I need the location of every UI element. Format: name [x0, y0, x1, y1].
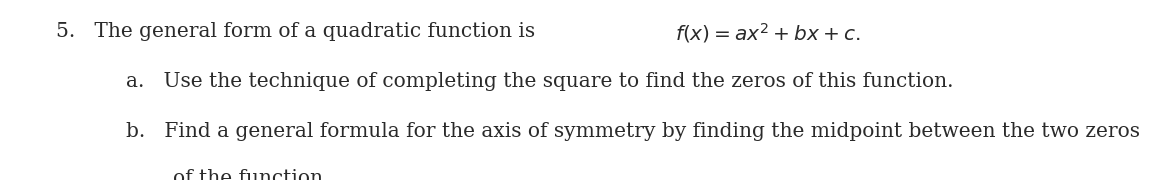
Text: $f(x) = ax^2 + bx + c.$: $f(x) = ax^2 + bx + c.$ [675, 22, 861, 46]
Text: b.   Find a general formula for the axis of symmetry by finding the midpoint bet: b. Find a general formula for the axis o… [126, 122, 1141, 141]
Text: a.   Use the technique of completing the square to find the zeros of this functi: a. Use the technique of completing the s… [126, 72, 954, 91]
Text: 5.   The general form of a quadratic function is: 5. The general form of a quadratic funct… [56, 22, 542, 41]
Text: of the function.: of the function. [173, 169, 330, 180]
